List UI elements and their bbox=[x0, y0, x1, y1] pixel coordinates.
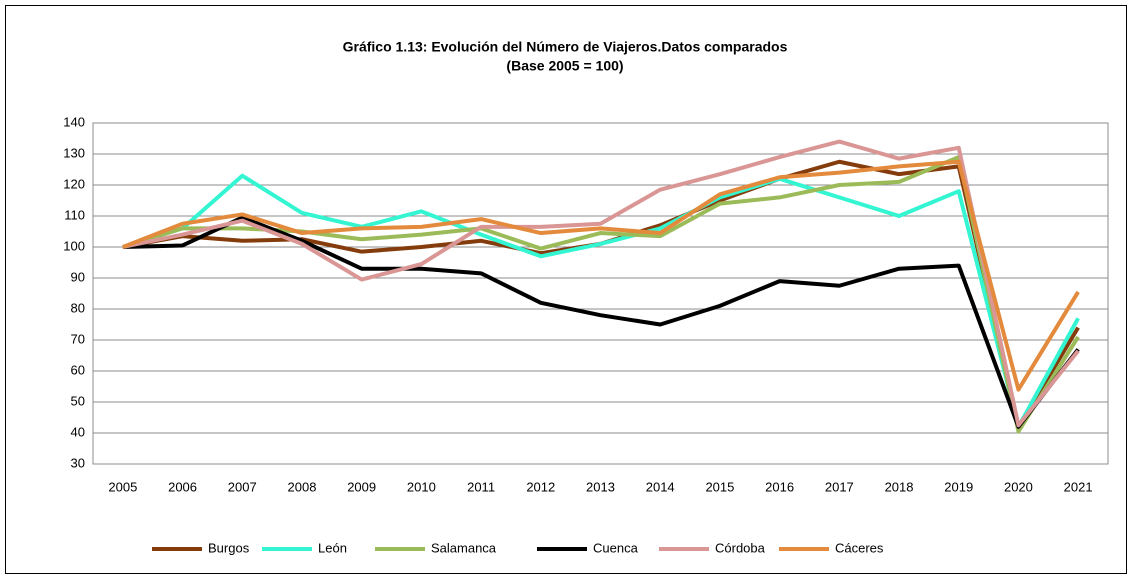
legend-label: Córdoba bbox=[715, 540, 766, 555]
y-tick-label: 50 bbox=[71, 393, 85, 408]
y-tick-label: 40 bbox=[71, 424, 85, 439]
chart-border bbox=[5, 5, 1127, 574]
x-tick-label: 2014 bbox=[646, 479, 675, 494]
x-tick-label: 2019 bbox=[944, 479, 973, 494]
y-tick-label: 130 bbox=[63, 145, 85, 160]
y-tick-label: 100 bbox=[63, 238, 85, 253]
x-tick-label: 2005 bbox=[108, 479, 137, 494]
y-tick-label: 70 bbox=[71, 331, 85, 346]
y-tick-label: 120 bbox=[63, 176, 85, 191]
x-tick-label: 2020 bbox=[1004, 479, 1033, 494]
x-tick-label: 2011 bbox=[467, 479, 495, 494]
x-tick-label: 2018 bbox=[885, 479, 914, 494]
series-line bbox=[122, 159, 1080, 392]
x-tick-label: 2016 bbox=[765, 479, 794, 494]
legend-label: Cáceres bbox=[835, 540, 884, 555]
chart-title: Gráfico 1.13: Evolución del Número de Vi… bbox=[343, 39, 788, 55]
x-tick-label: 2006 bbox=[168, 479, 197, 494]
chart-subtitle: (Base 2005 = 100) bbox=[506, 58, 623, 74]
x-tick-label: 2012 bbox=[526, 479, 555, 494]
x-tick-label: 2007 bbox=[228, 479, 257, 494]
legend-label: Cuenca bbox=[593, 540, 639, 555]
series-line bbox=[122, 155, 1080, 434]
x-tick-label: 2015 bbox=[705, 479, 734, 494]
legend-label: Burgos bbox=[208, 540, 250, 555]
x-tick-label: 2008 bbox=[288, 479, 317, 494]
series-line bbox=[122, 215, 1080, 429]
x-tick-label: 2009 bbox=[347, 479, 376, 494]
y-tick-label: 110 bbox=[64, 207, 85, 222]
y-tick-label: 90 bbox=[71, 269, 85, 284]
y-tick-label: 140 bbox=[63, 114, 85, 129]
x-tick-label: 2013 bbox=[586, 479, 615, 494]
series-line bbox=[122, 139, 1080, 428]
x-tick-label: 2017 bbox=[825, 479, 854, 494]
legend-label: León bbox=[318, 540, 347, 555]
series-line bbox=[122, 173, 1080, 429]
legend-label: Salamanca bbox=[431, 540, 497, 555]
plot-border bbox=[92, 122, 1109, 465]
y-tick-label: 80 bbox=[71, 300, 85, 315]
y-tick-label: 60 bbox=[71, 362, 85, 377]
y-tick-label: 30 bbox=[71, 455, 85, 470]
x-tick-label: 2021 bbox=[1064, 479, 1093, 494]
x-tick-label: 2010 bbox=[407, 479, 436, 494]
